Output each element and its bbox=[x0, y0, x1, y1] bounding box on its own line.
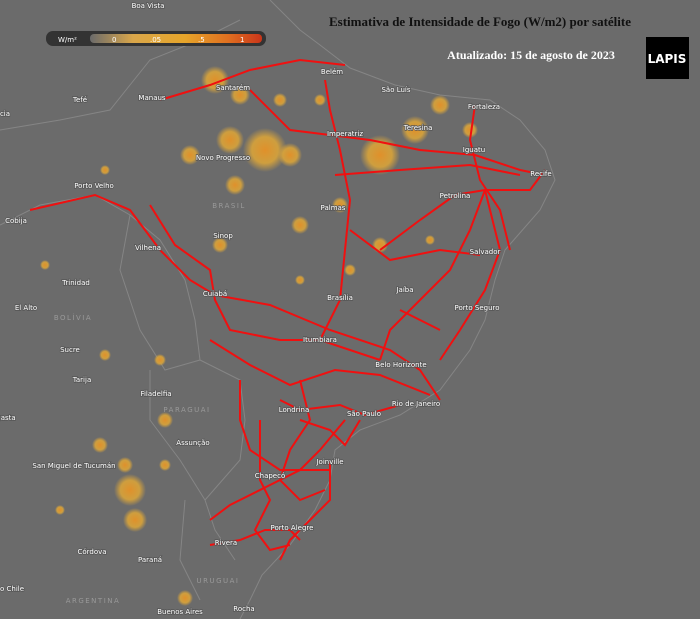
city-label: Londrina bbox=[279, 406, 310, 414]
city-label: Tarija bbox=[72, 376, 91, 384]
city-label: Palmas bbox=[321, 204, 346, 212]
city-label: El Alto bbox=[15, 304, 37, 312]
city-label: Salvador bbox=[470, 248, 501, 256]
city-label: San Miguel de Tucumán bbox=[32, 462, 115, 470]
place-labels: Boa Vista Belém São Luís Fortaleza Manaus San… bbox=[0, 1, 552, 617]
city-label: Sinop bbox=[213, 232, 233, 240]
city-label: Porto Velho bbox=[74, 182, 114, 190]
legend: W/m² 0 .05 .5 1 bbox=[46, 31, 266, 46]
city-label: Córdova bbox=[77, 548, 106, 556]
city-label: Rio de Janeiro bbox=[392, 400, 440, 408]
city-label: Belém bbox=[321, 68, 343, 76]
legend-unit: W/m² bbox=[58, 36, 77, 44]
city-label: Recife bbox=[530, 170, 551, 178]
country-label: ARGENTINA bbox=[66, 597, 121, 605]
city-label: Paraná bbox=[138, 556, 162, 564]
legend-tick: .05 bbox=[150, 36, 161, 44]
city-label: Imperatriz bbox=[327, 130, 363, 138]
city-label: Itumbiara bbox=[303, 336, 337, 344]
city-label: Belo Horizonte bbox=[375, 361, 426, 369]
city-label: Porto Alegre bbox=[271, 524, 314, 532]
country-label: BOLÍVIA bbox=[54, 313, 92, 322]
city-label: Fortaleza bbox=[468, 103, 500, 111]
city-label: Santarém bbox=[216, 84, 250, 92]
city-label: Filadelfia bbox=[140, 390, 171, 398]
city-label: Manaus bbox=[138, 94, 165, 102]
city-label: Chapecó bbox=[255, 472, 286, 480]
power-lines bbox=[29, 58, 546, 561]
city-label: Iguatu bbox=[463, 146, 485, 154]
fire-spots bbox=[40, 66, 478, 606]
border bbox=[0, 19, 246, 601]
title: Estimativa de Intensidade de Fogo (W/m2)… bbox=[329, 14, 631, 29]
city-label: Joinville bbox=[315, 458, 343, 466]
city-label: Novo Progresso bbox=[196, 154, 250, 162]
city-label: cia bbox=[0, 110, 10, 118]
city-label: Rocha bbox=[233, 605, 254, 613]
country-label: BRASIL bbox=[212, 202, 246, 210]
city-label: Porto Seguro bbox=[454, 304, 499, 312]
city-label: Petrolina bbox=[440, 192, 471, 200]
city-label: o Chile bbox=[0, 585, 24, 593]
legend-ramp bbox=[90, 34, 262, 43]
legend-tick: 0 bbox=[112, 36, 116, 44]
updated: Atualizado: 15 de agosto de 2023 bbox=[447, 48, 615, 62]
city-label: Brasília bbox=[327, 294, 353, 302]
logo-box bbox=[646, 37, 689, 79]
city-label: São Luís bbox=[381, 86, 410, 94]
city-label: Buenos Aires bbox=[157, 608, 203, 616]
city-label: Sucre bbox=[60, 346, 80, 354]
city-label: Assunção bbox=[176, 439, 209, 447]
country-label: URUGUAI bbox=[196, 577, 239, 585]
legend-tick: 1 bbox=[240, 36, 244, 44]
city-label: Vilhena bbox=[135, 244, 161, 252]
logo: LAPIS bbox=[648, 52, 687, 66]
city-label: Jaíba bbox=[395, 286, 413, 294]
city-label: Rivera bbox=[215, 539, 237, 547]
city-label: Cuiabá bbox=[203, 290, 227, 298]
city-label: Tefé bbox=[72, 96, 87, 104]
city-label: São Paulo bbox=[347, 410, 381, 418]
city-label: Cobija bbox=[5, 217, 27, 225]
legend-tick: .5 bbox=[198, 36, 205, 44]
coastline bbox=[239, 0, 556, 619]
city-label: Boa Vista bbox=[132, 2, 165, 10]
city-label: gasta bbox=[0, 414, 16, 422]
city-label: Trinidad bbox=[61, 279, 90, 287]
country-label: PARAGUAI bbox=[163, 406, 210, 414]
city-label: Teresina bbox=[403, 124, 433, 132]
